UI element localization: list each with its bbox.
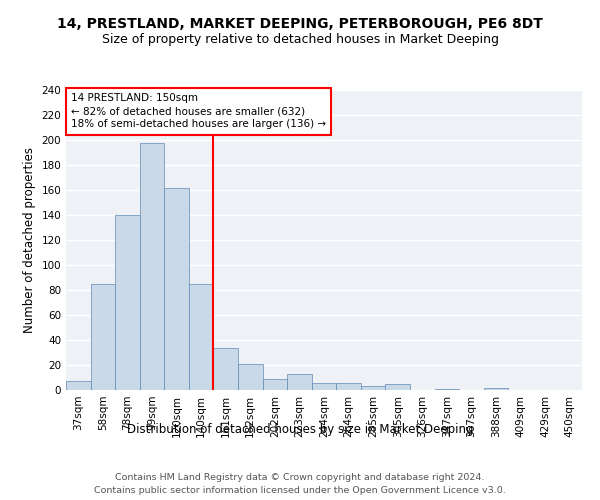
Text: 14, PRESTLAND, MARKET DEEPING, PETERBOROUGH, PE6 8DT: 14, PRESTLAND, MARKET DEEPING, PETERBORO… <box>57 18 543 32</box>
Y-axis label: Number of detached properties: Number of detached properties <box>23 147 36 333</box>
Text: 14 PRESTLAND: 150sqm
← 82% of detached houses are smaller (632)
18% of semi-deta: 14 PRESTLAND: 150sqm ← 82% of detached h… <box>71 93 326 130</box>
Bar <box>214 348 238 390</box>
Bar <box>91 284 115 390</box>
Bar <box>385 384 410 390</box>
Bar <box>434 389 459 390</box>
Text: Size of property relative to detached houses in Market Deeping: Size of property relative to detached ho… <box>101 32 499 46</box>
Text: Contains public sector information licensed under the Open Government Licence v3: Contains public sector information licen… <box>94 486 506 495</box>
Text: Distribution of detached houses by size in Market Deeping: Distribution of detached houses by size … <box>127 422 473 436</box>
Text: Contains HM Land Registry data © Crown copyright and database right 2024.: Contains HM Land Registry data © Crown c… <box>115 472 485 482</box>
Bar <box>336 382 361 390</box>
Bar <box>238 364 263 390</box>
Bar <box>287 374 312 390</box>
Bar <box>164 188 189 390</box>
Bar <box>189 284 214 390</box>
Bar <box>66 381 91 390</box>
Bar <box>361 386 385 390</box>
Bar <box>312 382 336 390</box>
Bar <box>484 388 508 390</box>
Bar <box>140 142 164 390</box>
Bar <box>115 215 140 390</box>
Bar <box>263 379 287 390</box>
